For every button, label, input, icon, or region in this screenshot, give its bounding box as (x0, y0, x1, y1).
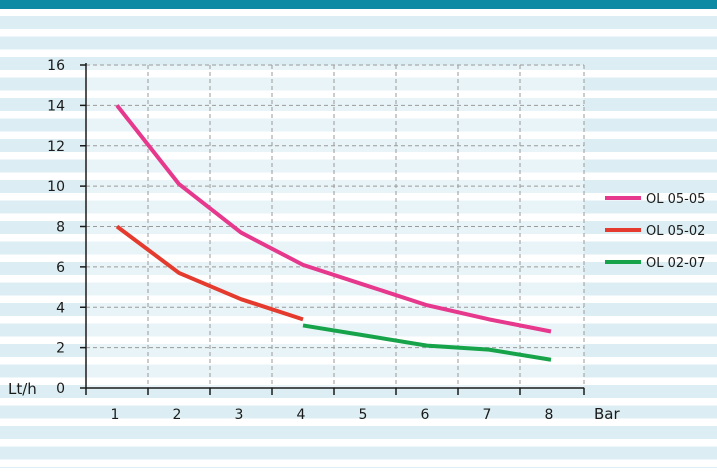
y-tick-label: 6 (56, 260, 65, 276)
y-tick-label: 16 (47, 58, 65, 74)
y-tick-label: 14 (47, 98, 65, 114)
y-tick-label: 8 (56, 220, 65, 236)
top-bar (0, 0, 717, 9)
x-tick-label: 4 (297, 407, 306, 423)
bg-stripe (0, 426, 717, 439)
x-tick-label: 6 (421, 407, 430, 423)
x-tick-label: 1 (111, 407, 120, 423)
bg-stripe (0, 447, 717, 460)
y-tick-label: 0 (56, 381, 65, 397)
y-axis-label: Lt/h (8, 380, 37, 398)
x-tick-label: 8 (545, 407, 554, 423)
bg-stripe (0, 16, 717, 29)
x-tick-label: 3 (235, 407, 244, 423)
x-tick-label: 7 (483, 407, 492, 423)
legend-label: OL 05-02 (646, 224, 705, 239)
y-tick-label: 2 (56, 341, 65, 357)
legend-label: OL 02-07 (646, 256, 705, 271)
bg-stripe (0, 37, 717, 50)
x-axis-label: Bar (594, 405, 620, 423)
legend-label: OL 05-05 (646, 192, 705, 207)
x-tick-label: 5 (359, 407, 368, 423)
x-tick-label: 2 (173, 407, 182, 423)
y-tick-label: 12 (47, 139, 65, 155)
y-tick-label: 10 (47, 179, 65, 195)
y-tick-label: 4 (56, 300, 65, 316)
